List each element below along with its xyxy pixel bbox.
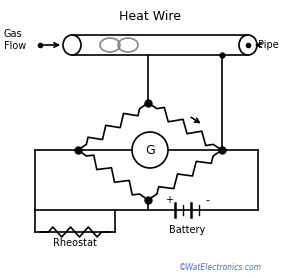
FancyBboxPatch shape — [72, 35, 248, 55]
Text: Rheostat: Rheostat — [53, 238, 97, 248]
Text: Heat Wire: Heat Wire — [119, 10, 181, 23]
Ellipse shape — [239, 35, 257, 55]
Text: -: - — [205, 195, 209, 205]
Text: +: + — [165, 195, 173, 205]
Text: Pipe: Pipe — [258, 40, 279, 50]
Text: ©WatElectronics.com: ©WatElectronics.com — [178, 263, 262, 272]
Ellipse shape — [63, 35, 81, 55]
Text: Battery: Battery — [169, 225, 205, 235]
Circle shape — [132, 132, 168, 168]
Text: G: G — [145, 143, 155, 157]
Text: Gas
Flow: Gas Flow — [4, 29, 26, 51]
